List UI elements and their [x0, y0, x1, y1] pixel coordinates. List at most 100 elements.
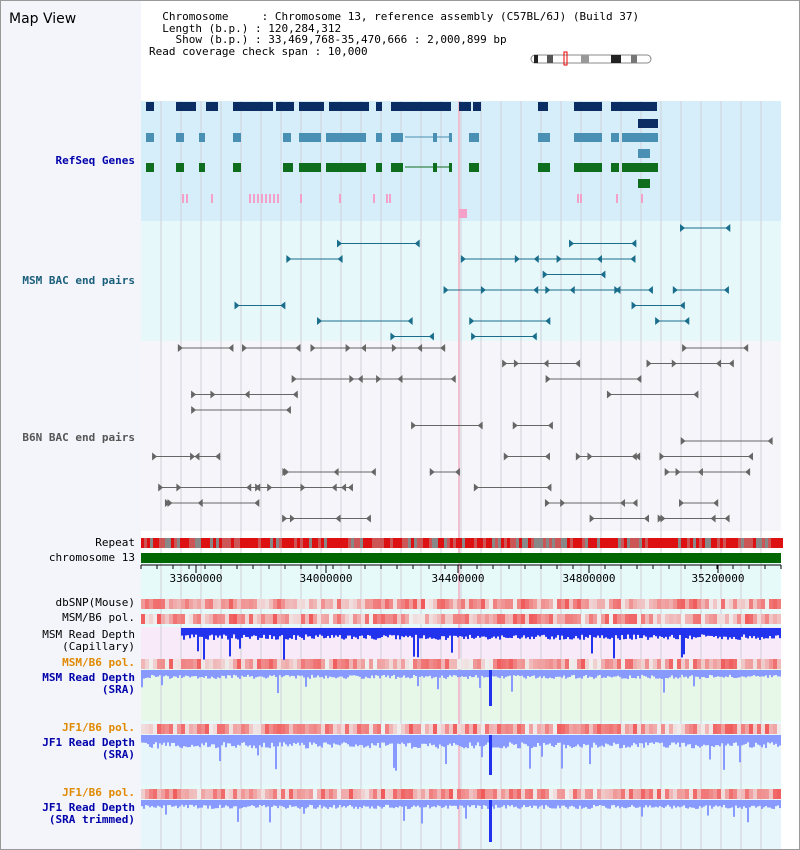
polymorphism-cell — [597, 614, 601, 624]
repeat-element — [273, 538, 276, 548]
read-depth-bar — [671, 670, 673, 676]
read-depth-bar — [319, 800, 321, 806]
repeat-element — [294, 538, 297, 548]
read-depth-bar — [509, 628, 511, 638]
read-depth-bar — [297, 628, 299, 636]
polymorphism-cell — [297, 789, 301, 799]
polymorphism-cell — [493, 614, 497, 624]
read-depth-bar — [705, 735, 707, 746]
read-depth-bar — [353, 628, 355, 637]
repeat-element — [675, 538, 678, 548]
polymorphism-cell — [461, 614, 465, 624]
read-depth-bar — [399, 735, 401, 745]
polymorphism-cell — [621, 724, 625, 734]
read-depth-bar — [599, 670, 601, 675]
polymorphism-cell — [569, 614, 573, 624]
polymorphism-cell — [265, 724, 269, 734]
polymorphism-cell — [249, 599, 253, 609]
track-label-chromosome[interactable]: chromosome 13 — [48, 551, 135, 564]
repeat-element — [387, 538, 390, 548]
polymorphism-cell — [245, 659, 249, 669]
bac-end-marker — [503, 452, 509, 461]
polymorphism-cell — [429, 659, 433, 669]
read-depth-bar — [403, 670, 405, 676]
read-depth-bar — [283, 800, 285, 808]
repeat-element — [540, 538, 543, 548]
read-depth-bar — [505, 800, 507, 809]
polymorphism-cell — [149, 599, 153, 609]
polymorphism-cell — [197, 724, 201, 734]
repeat-element — [618, 538, 621, 548]
read-depth-bar — [681, 670, 683, 675]
polymorphism-cell — [333, 599, 337, 609]
polymorphism-cell — [773, 614, 777, 624]
repeat-element — [141, 538, 144, 548]
read-depth-bar — [189, 628, 191, 639]
polymorphism-cell — [485, 659, 489, 669]
read-depth-bar — [739, 735, 741, 763]
track-label-jf1-b6-pol[interactable]: JF1/B6 pol. — [62, 721, 135, 734]
polymorphism-cell — [501, 789, 505, 799]
repeat-element — [549, 538, 552, 548]
read-depth-bar — [757, 670, 759, 676]
bac-end-marker — [546, 483, 552, 492]
polymorphism-cell — [649, 599, 653, 609]
repeat-element — [558, 538, 561, 548]
read-depth-bar — [673, 628, 675, 638]
polymorphism-cell — [377, 599, 381, 609]
read-depth-bar — [559, 735, 561, 743]
polymorphism-cell — [757, 789, 761, 799]
read-depth-bar — [519, 735, 521, 749]
read-depth-bar — [249, 800, 251, 807]
read-depth-bar — [755, 735, 757, 743]
read-depth-bar — [281, 735, 283, 747]
track-label-msm-depth-sra[interactable]: MSM Read Depth (SRA) — [42, 671, 135, 696]
repeat-element — [195, 538, 198, 548]
read-depth-bar — [569, 735, 571, 747]
track-label-msm-b6-pol[interactable]: MSM/B6 pol. — [62, 611, 135, 624]
polymorphism-cell — [365, 724, 369, 734]
read-depth-bar — [621, 628, 623, 636]
repeat-element — [309, 538, 312, 548]
polymorphism-cell — [445, 614, 449, 624]
read-depth-bar — [495, 628, 497, 639]
track-label-b6n-bac[interactable]: B6N BAC end pairs — [22, 431, 135, 444]
track-label-jf1-b6-pol-2[interactable]: JF1/B6 pol. — [62, 786, 135, 799]
polymorphism-cell — [625, 599, 629, 609]
polymorphism-cell — [693, 789, 697, 799]
polymorphism-cell — [361, 659, 365, 669]
track-label-repeat[interactable]: Repeat — [95, 536, 135, 549]
polymorphism-cell — [149, 724, 153, 734]
read-depth-bar — [647, 628, 649, 640]
track-label-msm-b6-pol-2[interactable]: MSM/B6 pol. — [62, 656, 135, 669]
read-depth-bar — [689, 628, 691, 636]
read-depth-bar — [439, 628, 441, 640]
polymorphism-cell — [189, 659, 193, 669]
read-depth-bar — [451, 800, 453, 806]
track-label-jf1-depth-trimmed[interactable]: JF1 Read Depth (SRA trimmed) — [42, 801, 135, 826]
track-label-dbsnp[interactable]: dbSNP(Mouse) — [55, 596, 135, 609]
polymorphism-cell — [717, 724, 721, 734]
track-label-jf1-depth-sra[interactable]: JF1 Read Depth (SRA) — [42, 736, 135, 761]
bac-end-marker — [514, 255, 520, 263]
read-depth-bar — [527, 735, 529, 747]
polymorphism-cell — [449, 614, 453, 624]
polymorphism-cell — [157, 614, 161, 624]
read-depth-bar — [329, 628, 331, 639]
polymorphism-cell — [557, 789, 561, 799]
read-depth-bar — [367, 735, 369, 746]
read-depth-bar — [223, 670, 225, 677]
read-depth-bar — [625, 628, 627, 639]
track-label-msm-depth-capillary[interactable]: MSM Read Depth (Capillary) — [42, 628, 135, 653]
axis-tick-label: 33600000 — [169, 572, 223, 585]
track-label-refseq[interactable]: RefSeq Genes — [55, 154, 135, 167]
repeat-element — [462, 538, 465, 548]
read-depth-bar — [351, 670, 353, 676]
polymorphism-cell — [609, 724, 613, 734]
track-label-msm-bac[interactable]: MSM BAC end pairs — [22, 274, 135, 287]
polymorphism-cell — [305, 724, 309, 734]
polymorphism-cell — [517, 789, 521, 799]
read-depth-bar — [361, 800, 363, 809]
repeat-element — [702, 538, 705, 548]
